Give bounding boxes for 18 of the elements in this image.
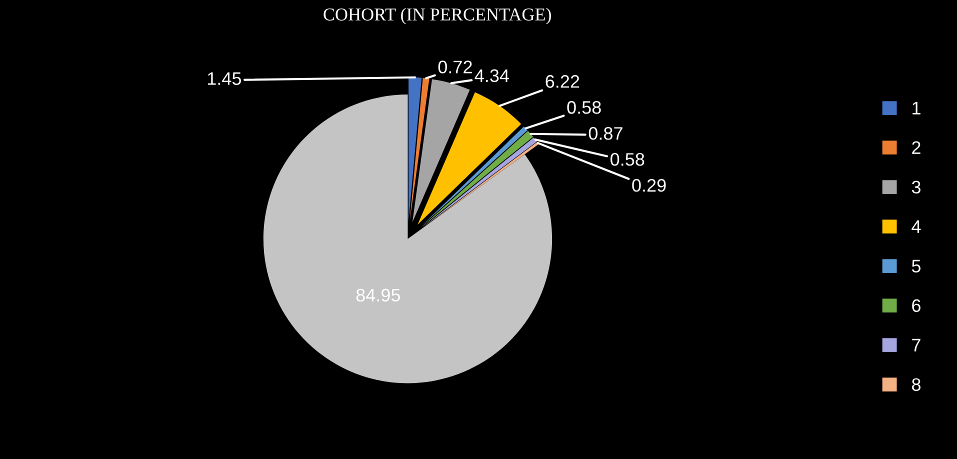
legend-label: 6 — [912, 299, 920, 312]
legend-label: 4 — [912, 220, 921, 233]
legend-label: 5 — [912, 260, 921, 273]
data-label: 0.87 — [588, 127, 622, 140]
data-label: 0.29 — [632, 178, 666, 192]
legend-label: 1 — [912, 102, 920, 114]
legend-label: 3 — [912, 180, 920, 194]
data-label: 0.72 — [438, 60, 472, 74]
data-label: 0.58 — [567, 101, 601, 114]
legend-label: 2 — [912, 141, 920, 154]
data-label: 1.45 — [208, 72, 242, 85]
data-label: 84.95 — [356, 288, 400, 302]
data-label: 0.58 — [610, 153, 644, 166]
legend-label: 8 — [912, 378, 920, 391]
chart-title: COHORT (IN PERCENTAGE) — [324, 8, 551, 24]
legend-label: 7 — [912, 338, 920, 352]
data-label: 4.34 — [474, 69, 509, 82]
data-label: 6.22 — [546, 75, 580, 88]
